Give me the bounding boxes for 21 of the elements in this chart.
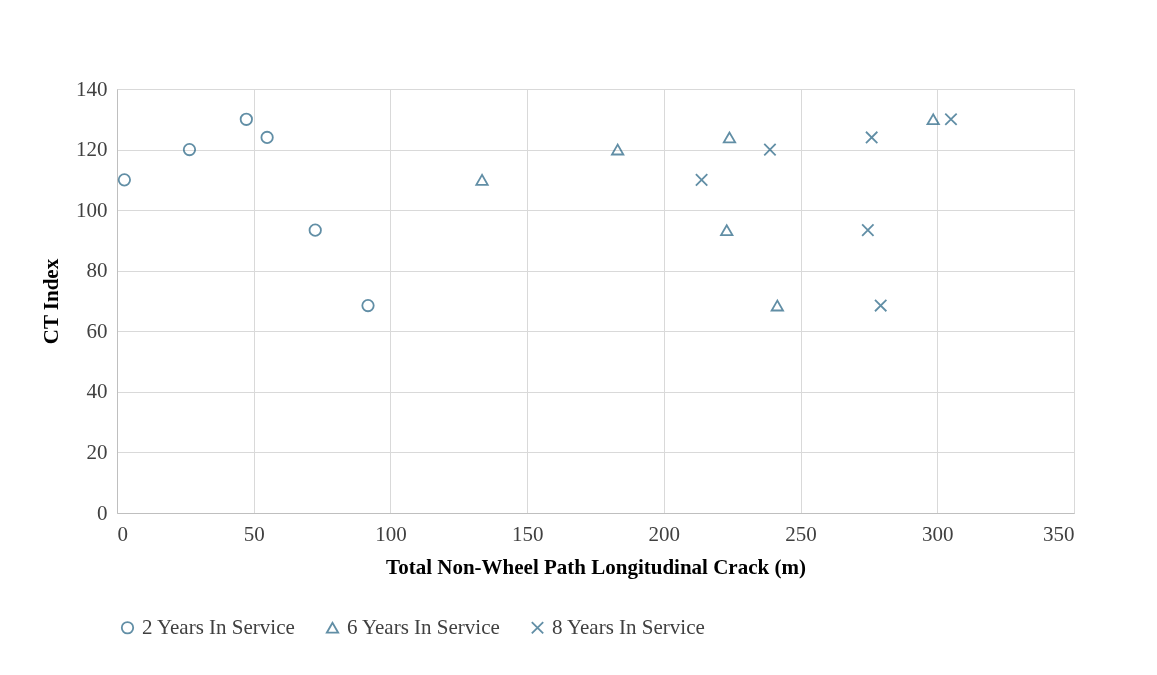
x-axis-title: Total Non-Wheel Path Longitudinal Crack (m): [386, 554, 806, 579]
y-tick-label: 120: [76, 137, 108, 162]
x-tick-label: 300: [922, 521, 954, 546]
y-tick-label: 40: [86, 379, 108, 404]
y-tick-label: 60: [86, 318, 108, 343]
x-tick-label: 0: [117, 521, 128, 546]
x-tick-label: 100: [375, 521, 407, 546]
y-tick-label: 140: [76, 76, 108, 101]
x-tick-label: 250: [785, 521, 817, 546]
legend-label: 2 Years In Service: [142, 614, 295, 639]
y-tick-label: 0: [97, 500, 108, 525]
y-axis-title: CT Index: [39, 258, 63, 345]
legend-label: 6 Years In Service: [347, 614, 500, 639]
y-tick-label: 20: [86, 439, 108, 464]
y-tick-label: 100: [76, 197, 108, 222]
legend-label: 8 Years In Service: [552, 614, 705, 639]
x-tick-label: 350: [1043, 521, 1075, 546]
x-tick-label: 200: [648, 521, 681, 546]
x-tick-label: 50: [243, 521, 265, 546]
y-tick-label: 80: [86, 258, 108, 283]
x-tick-label: 150: [511, 521, 544, 546]
